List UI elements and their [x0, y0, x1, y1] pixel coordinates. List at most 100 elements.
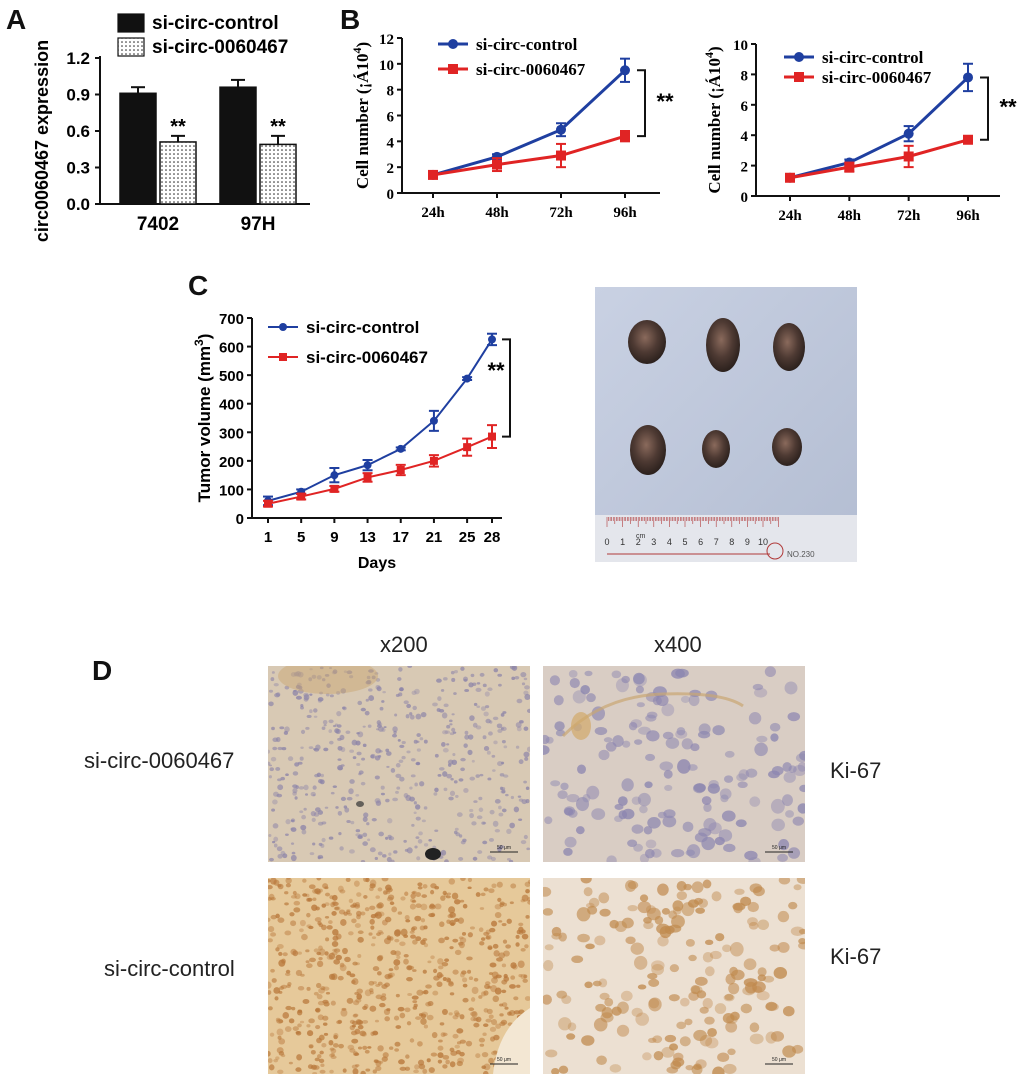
series-line [267, 435, 493, 505]
ruler-unit: cm [636, 533, 646, 540]
ruler-body [595, 515, 857, 562]
col-label-x400: x400 [654, 632, 702, 657]
series-line [789, 76, 970, 180]
y-tick-label: 0.3 [66, 159, 90, 178]
data-point [429, 416, 438, 425]
series-line [432, 134, 626, 177]
data-point [264, 499, 272, 508]
legend-label: si-circ-control [152, 13, 279, 34]
legend-marker [448, 64, 458, 74]
y-tick-label: 10 [379, 58, 394, 74]
significance-bracket [502, 338, 511, 438]
histology-0060467-x400: 50 μm [536, 666, 810, 866]
x-tick-label: 72h [549, 205, 573, 221]
x-tick-label: 9 [330, 529, 338, 546]
tumor-1 [628, 320, 666, 364]
y-tick-label: 0.0 [66, 195, 90, 214]
chart-c-tumor-volume: 0 100 200 300 400 500 600 700 1 5 9 13 17 21 25 28 Tumor… [192, 311, 511, 572]
x-tick-label: 24h [421, 205, 445, 221]
y-tick-label: 0.9 [66, 86, 90, 105]
ruler-number: 1 [620, 537, 625, 547]
scale-bar-label: 50 μm [772, 1057, 786, 1063]
chart-a-bar: 0.0 0.3 0.6 0.9 1.2 circ0060467 expression ** 7… [32, 13, 310, 242]
x-tick-label: 28 [484, 529, 501, 546]
y-tick-label: 700 [219, 311, 244, 328]
stain-label-ki67-top: Ki-67 [830, 758, 882, 783]
x-tick-label: 48h [485, 205, 509, 221]
ruler-number: 8 [729, 537, 734, 547]
ruler-number: 5 [682, 537, 687, 547]
series-line [789, 138, 969, 180]
bar [219, 86, 257, 205]
y-tick-label: 8 [741, 68, 749, 84]
x-tick-label: 13 [359, 529, 376, 546]
y-tick-label: 0.6 [66, 122, 90, 141]
x-tick-label: 25 [459, 529, 476, 546]
x-tick-label: 97H [241, 214, 276, 235]
ruler-number: 10 [758, 537, 768, 547]
scale-bar-label: 50 μm [497, 1057, 511, 1063]
row-label-si-circ-0060467: si-circ-0060467 [84, 748, 235, 773]
data-point [330, 484, 339, 493]
legend-marker [448, 39, 458, 49]
legend-label: si-circ-control [822, 48, 924, 67]
data-point [903, 128, 914, 139]
chart-b-cell-number-left: 0 2 4 6 8 10 12 24h 48h 72h 96h Cell number (¡Á104)… [350, 32, 674, 221]
data-point [363, 473, 372, 482]
tumor-5 [702, 430, 730, 468]
legend-marker [794, 72, 804, 82]
legend-marker [279, 353, 287, 361]
data-point [620, 131, 630, 142]
ruler-number: 7 [714, 537, 719, 547]
data-point [620, 65, 630, 76]
tumor-2 [706, 318, 740, 372]
series-line [432, 69, 627, 177]
data-point [492, 151, 502, 162]
scale-bar-label: 50 μm [497, 845, 511, 851]
data-point [785, 172, 795, 183]
significance-mark: ** [270, 116, 286, 138]
tumor-6 [772, 428, 802, 466]
panel-label-c: C [188, 270, 209, 301]
y-tick-label: 400 [219, 397, 244, 414]
y-tick-label: 2 [387, 161, 395, 177]
tumor-3 [773, 323, 805, 371]
x-tick-label: 17 [392, 529, 409, 546]
y-tick-label: 1.2 [66, 49, 90, 68]
data-point [363, 461, 372, 470]
legend-swatch [117, 37, 145, 57]
x-tick-label: 5 [297, 529, 305, 546]
x-tick-label: 21 [426, 529, 443, 546]
bar [259, 143, 297, 205]
panel-label-a: A [6, 4, 27, 35]
ruler-number: 2 [636, 537, 641, 547]
tumor-photo: 0 1 2 3 4 5 6 7 8 9 10 NO.230 cm [595, 287, 857, 562]
chart-b-cell-number-right: 0 2 4 6 8 10 24h 48h 72h 96h Cell number (¡Á104) **… [702, 38, 1017, 224]
significance-bracket [637, 69, 646, 138]
y-tick-label: 4 [741, 129, 749, 145]
x-tick-label: 48h [838, 208, 862, 224]
data-point [963, 134, 973, 145]
scale-bar-label: 50 μm [772, 845, 786, 851]
stain-label-ki67-bottom: Ki-67 [830, 944, 882, 969]
bar [119, 92, 157, 205]
row-label-si-circ-control: si-circ-control [104, 956, 235, 981]
y-tick-label: 4 [387, 135, 395, 151]
x-tick-label: 1 [264, 529, 272, 546]
x-tick-label: 96h [613, 205, 637, 221]
y-tick-label: 6 [741, 99, 749, 115]
data-point [463, 443, 472, 452]
y-axis-label: Tumor volume (mm3) [192, 334, 214, 503]
data-point [428, 169, 438, 180]
ruler-stamp: NO.230 [787, 550, 815, 559]
col-label-x200: x200 [380, 632, 428, 657]
data-point [963, 72, 973, 83]
y-axis-label: Cell number (¡Á104) [702, 46, 724, 193]
x-tick-label: 72h [897, 208, 921, 224]
bar [159, 141, 197, 205]
data-point [556, 150, 566, 161]
data-point [488, 432, 496, 441]
significance-mark: ** [656, 89, 674, 114]
tumor-4 [630, 425, 666, 475]
significance-mark: ** [170, 116, 186, 138]
